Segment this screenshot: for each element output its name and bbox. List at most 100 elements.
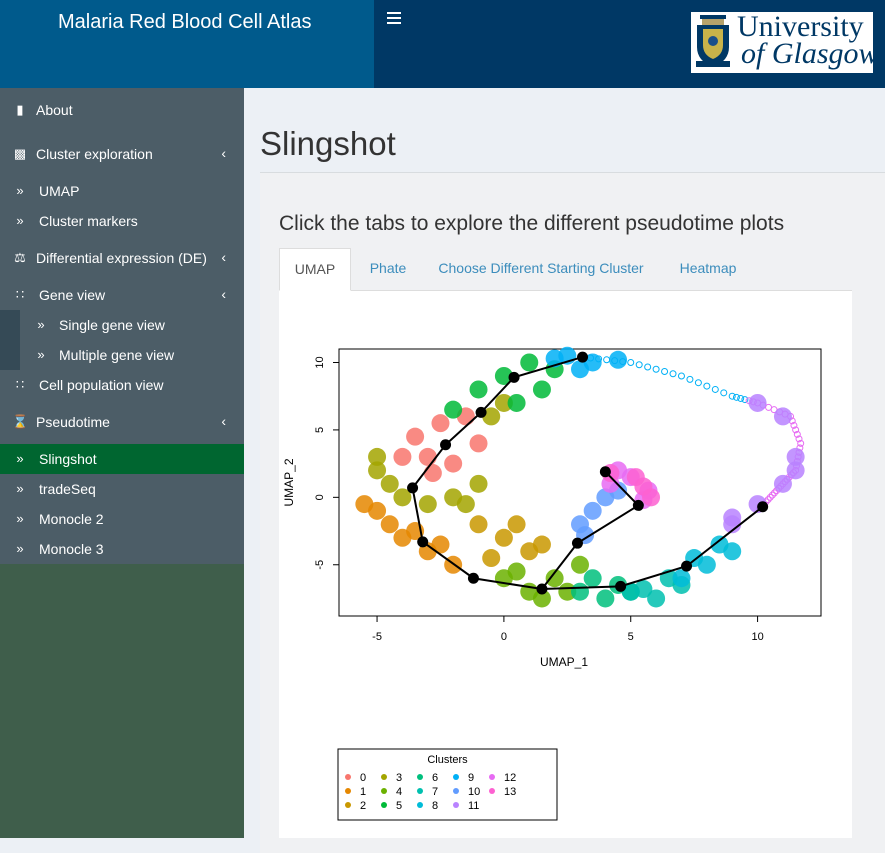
cell-cluster-0 <box>423 464 442 483</box>
trajectory-node <box>757 501 769 513</box>
logo-text: University of Glasgow <box>737 10 879 69</box>
tab-heatmap[interactable]: Heatmap <box>679 260 737 276</box>
university-logo: University of Glasgow <box>691 10 879 73</box>
legend-title: Clusters <box>427 754 468 766</box>
legend-swatch <box>453 802 459 808</box>
legend-swatch <box>381 788 387 794</box>
hourglass-icon: ⌛ <box>12 414 29 429</box>
legend-swatch <box>417 788 423 794</box>
trajectory-node <box>440 439 452 451</box>
sidebar-item-pseudotime[interactable]: ⌛ Pseudotime ‹ <box>12 413 226 430</box>
cell-point <box>686 375 694 383</box>
tab-choose-starting-cluster[interactable]: Choose Different Starting Cluster <box>438 260 644 276</box>
book-icon: ▮ <box>16 102 24 117</box>
tab-umap[interactable]: UMAP <box>279 248 351 291</box>
sidebar-item-umap[interactable]: » UMAP <box>0 183 244 203</box>
legend-label: 13 <box>504 786 516 798</box>
tab-phate[interactable]: Phate <box>369 260 407 276</box>
cell-point <box>677 372 685 380</box>
trajectory-node <box>536 583 548 595</box>
x-tick-label: 0 <box>501 631 507 643</box>
legend-swatch <box>453 788 459 794</box>
cell-cluster-11 <box>773 407 792 426</box>
legend-swatch <box>381 802 387 808</box>
legend-swatch <box>345 774 351 780</box>
grid-icon: ∷ <box>15 377 25 392</box>
cell-point <box>728 392 736 400</box>
cell-cluster-10 <box>583 501 602 520</box>
cell-cluster-0 <box>469 434 488 453</box>
legend-label: 11 <box>468 800 479 812</box>
trajectory-node <box>508 371 520 383</box>
trajectory-node <box>417 536 429 548</box>
cell-cluster-0 <box>444 454 463 473</box>
trajectory-node <box>571 537 583 549</box>
cell-cluster-0 <box>431 414 450 433</box>
cell-cluster-3 <box>418 495 437 514</box>
legend-swatch <box>417 774 423 780</box>
cell-cluster-3 <box>469 474 488 493</box>
trajectory-node <box>599 466 611 478</box>
sidebar-item-differential-expression[interactable]: ⚖ Differential expression (DE) ‹ <box>0 249 244 270</box>
cell-point <box>732 393 740 401</box>
legend-swatch <box>489 774 495 780</box>
cell-point <box>797 439 805 447</box>
cell-point <box>669 370 677 378</box>
cell-cluster-2 <box>507 515 526 534</box>
cell-cluster-6 <box>583 569 602 588</box>
trajectory-node <box>681 560 693 572</box>
legend-swatch <box>345 788 351 794</box>
cell-cluster-11 <box>786 461 805 480</box>
sidebar-item-slingshot[interactable]: » Slingshot <box>0 444 244 474</box>
legend-label: 6 <box>432 772 438 784</box>
cell-point <box>792 426 800 434</box>
puzzle-icon: ▩ <box>13 146 27 161</box>
legend-label: 12 <box>504 772 516 784</box>
sidebar-item-cluster-exploration[interactable]: ▩ Cluster exploration ‹ <box>13 145 226 162</box>
sidebar-item-multiple-gene-view[interactable]: » Multiple gene view <box>0 347 244 367</box>
cell-point <box>711 385 719 393</box>
cell-point <box>768 491 776 499</box>
cell-cluster-3 <box>368 447 387 466</box>
cell-cluster-3 <box>393 488 412 507</box>
legend-label: 9 <box>468 772 474 784</box>
cell-point <box>661 367 669 375</box>
sidebar-item-tradeseq[interactable]: » tradeSeq <box>0 481 244 501</box>
cell-cluster-11 <box>773 474 792 493</box>
y-tick-label: -5 <box>314 560 326 570</box>
cell-point <box>795 435 803 443</box>
cell-point <box>790 421 798 429</box>
sidebar-item-cell-population-view[interactable]: ∷ Cell population view <box>0 377 244 397</box>
legend-label: 4 <box>396 786 402 798</box>
cell-cluster-9 <box>545 349 564 368</box>
cell-cluster-1 <box>380 515 399 534</box>
cell-cluster-8 <box>672 569 691 588</box>
cell-cluster-3 <box>482 407 501 426</box>
sidebar-item-gene-view[interactable]: ∷ Gene view ‹ <box>0 286 244 307</box>
legend-label: 3 <box>396 772 402 784</box>
tab-panel: -5 0 5 10 -5 0 5 10 UMAP_1 UMAP_2 Clusters 0 1 2 3 4 5 6 7… <box>279 291 852 838</box>
trajectory-node <box>407 482 419 494</box>
sidebar-item-about[interactable]: ▮ About <box>0 102 244 122</box>
cell-point <box>741 396 749 404</box>
cell-cluster-6 <box>596 589 615 608</box>
logo-line1: University <box>737 10 864 43</box>
cell-point <box>737 394 745 402</box>
cell-cluster-4 <box>507 562 526 581</box>
trajectory-node <box>475 406 487 418</box>
legend-swatch <box>453 774 459 780</box>
sidebar-item-single-gene-view[interactable]: » Single gene view <box>0 317 244 337</box>
legend-label: 7 <box>432 786 438 798</box>
double-chevron-icon: » <box>16 451 24 466</box>
shield-icon <box>696 15 730 67</box>
cell-point <box>720 389 728 397</box>
cell-cluster-11 <box>723 515 742 534</box>
x-tick-label: -5 <box>372 631 382 643</box>
legend-swatch <box>381 774 387 780</box>
cell-cluster-3 <box>380 474 399 493</box>
sidebar-item-monocle-3[interactable]: » Monocle 3 <box>0 541 244 561</box>
sidebar-item-cluster-markers[interactable]: » Cluster markers <box>0 213 244 233</box>
sidebar-item-monocle-2[interactable]: » Monocle 2 <box>0 511 244 531</box>
hamburger-icon[interactable] <box>387 12 403 26</box>
x-tick-label: 5 <box>628 631 634 643</box>
